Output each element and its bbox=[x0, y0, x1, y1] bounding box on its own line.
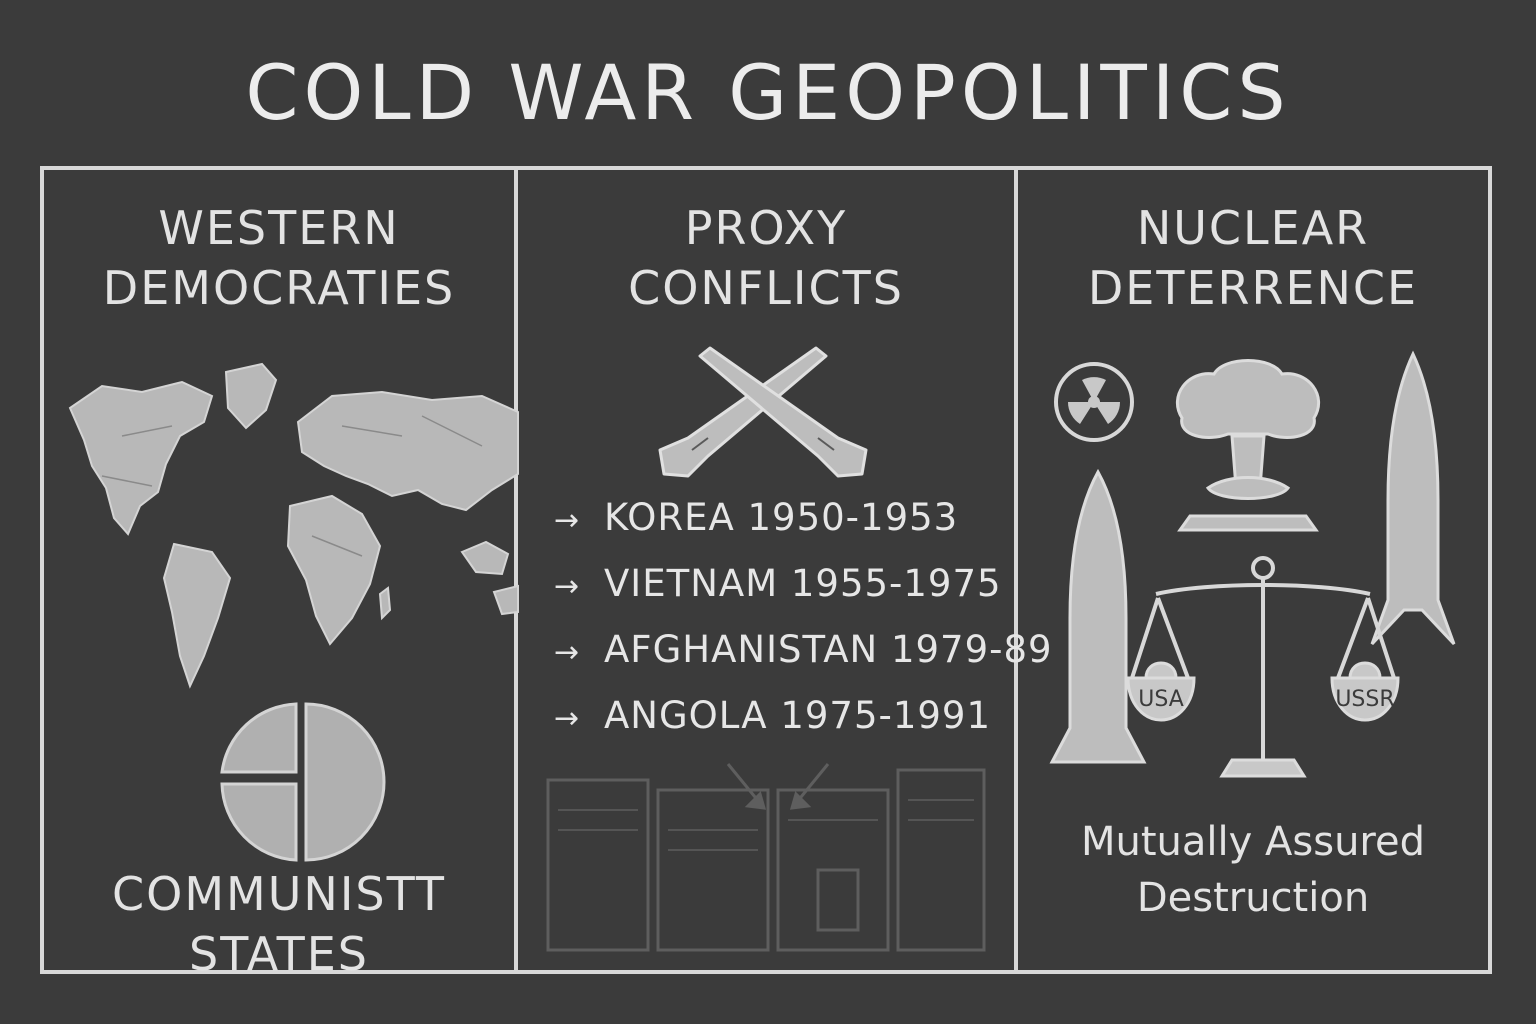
missile-icon bbox=[1370, 350, 1456, 646]
conflict-list: → KOREA 1950-1953 → VIETNAM 1955-1975 → AFG… bbox=[554, 496, 1053, 760]
arrow-right-icon: → bbox=[554, 569, 581, 604]
world-map-icon bbox=[68, 362, 519, 689]
balance-scale-icon: USA USSR bbox=[1126, 556, 1400, 778]
list-item: → AFGHANISTAN 1979-89 bbox=[554, 628, 1053, 671]
list-item: → KOREA 1950-1953 bbox=[554, 496, 959, 539]
arrow-right-icon: → bbox=[554, 503, 581, 538]
scale-label-ussr: USSR bbox=[1335, 687, 1394, 712]
arrow-right-icon: → bbox=[554, 635, 581, 670]
mad-caption: Mutually Assured Destruction bbox=[1081, 819, 1425, 921]
nuclear-heading: NUCLEAR DETERRENCE bbox=[1087, 201, 1419, 315]
panel-divider bbox=[1014, 166, 1018, 974]
page-title: COLD WAR GEOPOLITICS bbox=[245, 48, 1291, 137]
mushroom-cloud-icon bbox=[1175, 359, 1321, 532]
radiation-icon bbox=[1054, 362, 1134, 442]
scale-label-usa: USA bbox=[1138, 687, 1184, 712]
pie-chart-icon bbox=[220, 702, 386, 862]
communist-states-label: COMMUNISTT STATES bbox=[112, 867, 446, 981]
proxy-heading: PROXY CONFLICTS bbox=[628, 201, 904, 315]
newspaper-icon bbox=[546, 763, 986, 952]
panel-divider bbox=[514, 166, 518, 974]
list-item: → ANGOLA 1975-1991 bbox=[554, 694, 991, 737]
western-heading: WESTERN DEMOCRATIES bbox=[102, 201, 456, 315]
missile-icon bbox=[1049, 468, 1147, 764]
list-item: → VIETNAM 1955-1975 bbox=[554, 562, 1002, 605]
arrow-right-icon: → bbox=[554, 701, 581, 736]
nuclear-deterrence-panel: NUCLEAR DETERRENCE bbox=[1018, 170, 1488, 970]
panel-frame bbox=[40, 166, 1492, 974]
crossed-rifles-icon bbox=[658, 346, 868, 478]
proxy-conflicts-panel: PROXY CONFLICTS → KOREA 1950-1953 → VIETNA… bbox=[518, 170, 1052, 970]
western-democraties-panel: WESTERN DEMOCRATIES bbox=[44, 170, 519, 981]
